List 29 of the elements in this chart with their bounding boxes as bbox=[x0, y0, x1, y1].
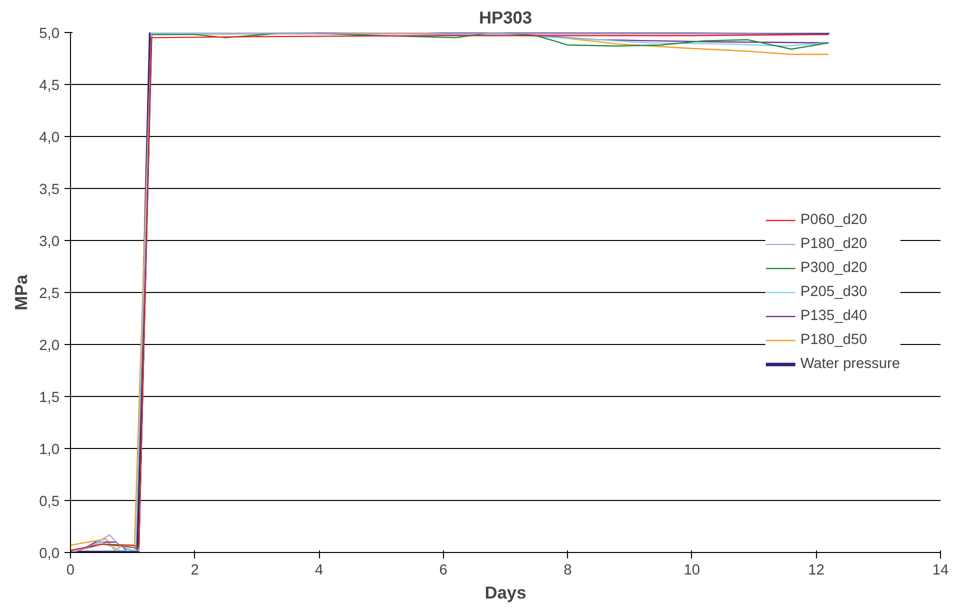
legend-label: P180_d20 bbox=[800, 236, 868, 252]
y-tick-label: 1,5 bbox=[39, 390, 60, 406]
x-tick-label: 14 bbox=[932, 562, 949, 578]
x-axis-title: Days bbox=[484, 582, 526, 602]
y-tick-label: 0,5 bbox=[39, 494, 60, 510]
y-axis-title: MPa bbox=[11, 274, 32, 310]
y-tick-label: 4,5 bbox=[39, 78, 60, 94]
x-tick-label: 10 bbox=[684, 562, 700, 578]
y-tick-label: 2,5 bbox=[39, 286, 60, 302]
y-tick-label: 2,0 bbox=[39, 338, 60, 354]
legend-label: Water pressure bbox=[800, 356, 900, 372]
legend-label: P205_d30 bbox=[800, 284, 868, 300]
y-tick-label: 3,5 bbox=[39, 182, 60, 198]
x-tick-label: 12 bbox=[808, 562, 824, 578]
legend-label: P300_d20 bbox=[800, 260, 868, 276]
x-tick-label: 8 bbox=[564, 562, 572, 578]
legend-label: P060_d20 bbox=[800, 212, 868, 228]
y-tick-label: 0,0 bbox=[39, 546, 60, 562]
legend-label: P135_d40 bbox=[800, 308, 868, 324]
x-tick-label: 6 bbox=[439, 562, 448, 578]
x-tick-label: 2 bbox=[190, 562, 199, 578]
y-tick-label: 5,0 bbox=[39, 26, 60, 42]
chart-title: HP303 bbox=[479, 8, 532, 28]
legend-label: P180_d50 bbox=[800, 332, 868, 348]
x-tick-label: 4 bbox=[314, 562, 324, 578]
y-tick-label: 3,0 bbox=[39, 234, 60, 250]
y-tick-label: 4,0 bbox=[39, 130, 60, 146]
x-tick-label: 0 bbox=[66, 562, 75, 578]
y-tick-label: 1,0 bbox=[39, 442, 60, 458]
